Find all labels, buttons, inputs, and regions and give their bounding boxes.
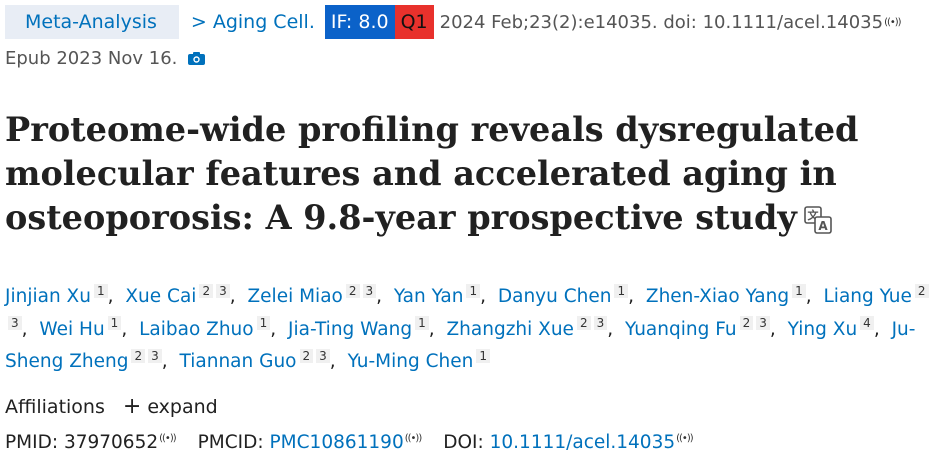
author-link[interactable]: Ju-Sheng Zheng — [5, 318, 916, 373]
author-separator: , — [628, 286, 635, 307]
author-link[interactable]: Yan Yan — [393, 286, 464, 307]
author-link[interactable]: Jia-Ting Wang — [288, 318, 413, 340]
affiliation-marker[interactable]: 2 — [576, 316, 591, 331]
epub-date: Epub 2023 Nov 16. — [5, 48, 178, 69]
affiliation-marker[interactable]: 2 — [299, 348, 314, 363]
publication-type-tag[interactable]: Meta-Analysis — [5, 5, 179, 39]
expand-affiliations-button[interactable]: + expand — [122, 394, 218, 419]
affiliation-marker[interactable]: 1 — [93, 283, 108, 298]
author-list: Jinjian Xu 1, Xue Cai 2 3, Zelei Miao 2 3, Ya… — [5, 281, 933, 379]
author-separator: , — [805, 286, 812, 307]
author-separator: , — [270, 318, 277, 340]
pmid-label: PMID: — [5, 432, 59, 453]
doi-label: DOI: — [443, 432, 484, 453]
author-separator: , — [21, 318, 28, 340]
affiliation-marker[interactable]: 1 — [107, 316, 122, 331]
pmcid-label: PMCID: — [197, 432, 264, 453]
author-link[interactable]: Jinjian Xu — [5, 286, 91, 307]
affiliation-marker[interactable]: 3 — [756, 316, 770, 331]
author-separator: , — [121, 318, 128, 340]
doi-link[interactable]: 10.1111/acel.14035 — [489, 432, 676, 453]
author-separator: , — [769, 318, 776, 340]
translate-icon[interactable]: 文 A — [803, 205, 833, 235]
plus-icon: + — [122, 394, 142, 419]
author-link[interactable]: Yuanqing Fu — [625, 318, 737, 340]
pmid-value: 37970652 — [63, 432, 159, 453]
author-separator: , — [480, 286, 486, 307]
affiliation-marker[interactable]: 3 — [8, 316, 22, 331]
affiliation-marker[interactable]: 3 — [593, 316, 608, 331]
author-separator: , — [229, 286, 236, 307]
author-link[interactable]: Laibao Zhuo — [139, 318, 254, 340]
camera-icon[interactable] — [187, 51, 206, 66]
author-link[interactable]: Danyu Chen — [497, 286, 612, 307]
article-title-text: Proteome-wide profiling reveals dysregul… — [5, 110, 859, 237]
pmcid-link[interactable]: PMC10861190 — [269, 432, 404, 453]
author-link[interactable]: Yu-Ming Chen — [347, 351, 474, 372]
affiliation-marker[interactable]: 3 — [316, 348, 330, 363]
author-separator: , — [107, 286, 114, 307]
citation-header: Meta-Analysis > Aging Cell. IF: 8.0 Q1 2… — [5, 5, 902, 39]
author-link[interactable]: Tiannan Guo — [179, 351, 297, 372]
affiliation-marker[interactable]: 1 — [256, 316, 271, 331]
epub-row: Epub 2023 Nov 16. — [5, 48, 206, 69]
affiliation-marker[interactable]: 1 — [614, 283, 629, 298]
affiliation-marker[interactable]: 3 — [362, 283, 377, 298]
affiliation-marker[interactable]: 3 — [216, 283, 230, 298]
author-separator: , — [376, 286, 383, 307]
radio-wave-icon[interactable]: ((•)) — [404, 432, 422, 444]
author-separator: , — [873, 318, 880, 340]
author-link[interactable]: Ying Xu — [787, 318, 858, 340]
affiliation-marker[interactable]: 1 — [466, 283, 481, 298]
affiliations-row: Affiliations + expand — [5, 394, 218, 419]
author-link[interactable]: Zelei Miao — [247, 286, 343, 307]
pmid-group: PMID: 37970652((•)) — [5, 432, 177, 453]
identifiers-row: PMID: 37970652((•)) PMCID: PMC10861190((… — [5, 432, 715, 453]
affiliation-marker[interactable]: 2 — [914, 283, 929, 298]
affiliation-marker[interactable]: 1 — [476, 348, 490, 363]
quartile-badge: Q1 — [394, 5, 434, 39]
article-title: Proteome-wide profiling reveals dysregul… — [5, 108, 905, 240]
affiliation-marker[interactable]: 1 — [415, 316, 429, 331]
author-link[interactable]: Wei Hu — [39, 318, 105, 340]
author-separator: , — [428, 318, 435, 340]
affiliation-marker[interactable]: 2 — [199, 283, 214, 298]
doi-group: DOI: 10.1111/acel.14035((•)) — [443, 432, 693, 453]
affiliation-marker[interactable]: 3 — [148, 348, 162, 363]
impact-factor-badge: IF: 8.0 — [324, 5, 395, 39]
affiliation-marker[interactable]: 2 — [131, 348, 146, 363]
affiliations-label: Affiliations — [5, 396, 105, 418]
author-link[interactable]: Liang Yue — [823, 286, 912, 307]
radio-wave-icon[interactable]: ((•)) — [159, 432, 176, 444]
svg-text:A: A — [818, 219, 828, 233]
author-separator: , — [161, 351, 168, 372]
radio-wave-icon[interactable]: ((•)) — [676, 432, 693, 444]
chevron-right-icon: > — [190, 11, 207, 33]
citation-text: 2024 Feb;23(2):e14035. doi: 10.1111/acel… — [439, 11, 884, 33]
author-separator: , — [329, 351, 336, 372]
pmcid-group: PMCID: PMC10861190((•)) — [197, 432, 423, 453]
author-link[interactable]: Xue Cai — [125, 286, 197, 307]
affiliation-marker[interactable]: 2 — [739, 316, 754, 331]
author-link[interactable]: Zhangzhi Xue — [446, 318, 574, 340]
author-link[interactable]: Zhen-Xiao Yang — [645, 286, 790, 307]
author-separator: , — [607, 318, 614, 340]
expand-label: expand — [147, 396, 218, 418]
affiliation-marker[interactable]: 4 — [860, 316, 874, 331]
affiliation-marker[interactable]: 1 — [792, 283, 806, 298]
radio-wave-icon[interactable]: ((•)) — [884, 16, 901, 28]
journal-link[interactable]: Aging Cell. — [212, 11, 315, 33]
affiliation-marker[interactable]: 2 — [345, 283, 360, 298]
